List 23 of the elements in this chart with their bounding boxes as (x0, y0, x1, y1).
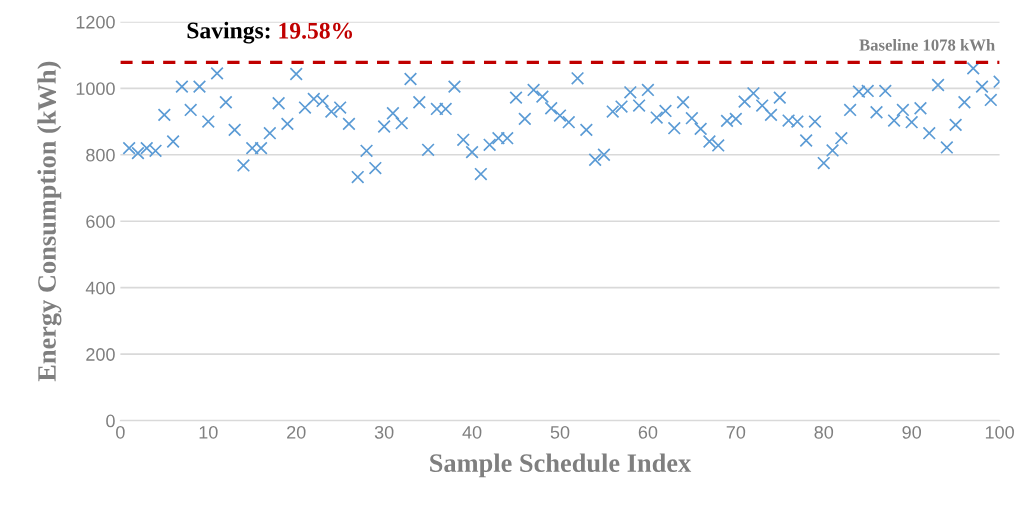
y-axis-title: Energy Consumption (kWh) (37, 61, 62, 382)
x-tick-label: 40 (462, 425, 482, 439)
x-axis-title: Sample Schedule Index (430, 453, 692, 478)
x-tick-label: 90 (902, 425, 922, 439)
x-tick-label: 70 (726, 425, 746, 439)
y-tick-label: 800 (86, 148, 115, 162)
y-tick-label: 600 (86, 215, 115, 228)
x-tick-label: 100 (985, 425, 1014, 439)
y-tick-label: 400 (85, 281, 115, 295)
annotation: 19.58% (279, 22, 353, 39)
y-tick-label: 1200 (76, 15, 115, 29)
y-tick-label: 0 (106, 414, 115, 428)
y-tick-label: 1000 (76, 82, 115, 96)
x-tick-label: 0 (116, 425, 125, 439)
x-tick-label: 50 (550, 425, 570, 439)
x-tick-label: 10 (199, 425, 218, 439)
y-tick-label: 200 (86, 348, 115, 361)
x-tick-label: 60 (638, 425, 658, 439)
x-tick-label: 20 (287, 425, 306, 439)
x-tick-label: 30 (374, 425, 394, 439)
ref-line-label: Baseline 1078 kWh (859, 38, 995, 51)
annotation: Savings: (187, 21, 270, 44)
x-tick-label: 80 (814, 425, 834, 439)
